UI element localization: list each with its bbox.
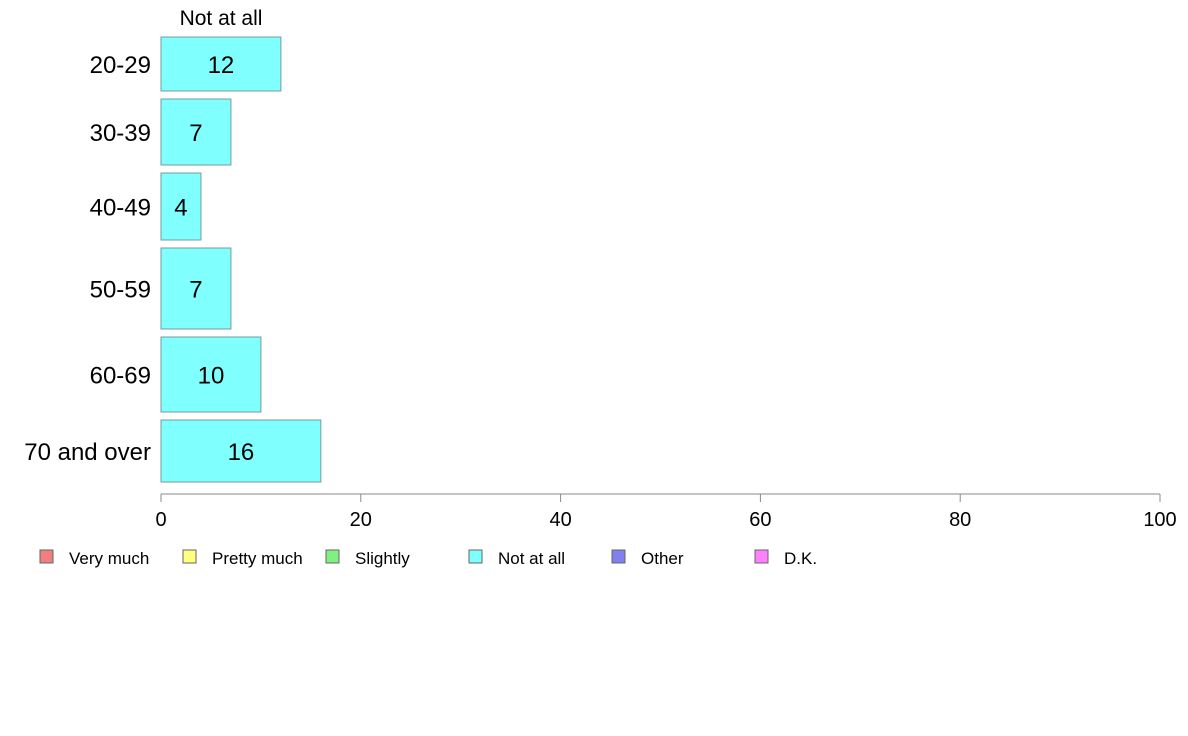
legend-label: Slightly [355,549,410,568]
x-axis: 0 20 40 60 80 100 [155,493,1177,531]
bars-group: 12 7 4 7 10 16 [160,36,322,483]
legend-item: Very much [39,549,149,568]
category-labels: 20-29 30-39 40-49 50-59 60-69 70 and over [24,52,151,466]
legend: Very much Pretty much Slightly Not at all Ot… [39,549,817,568]
bar-value-label: 7 [189,120,202,147]
x-tick-label: 20 [350,509,372,531]
bar-value-label: 10 [198,363,225,390]
legend-item: Other [611,549,684,568]
legend-swatch [325,549,340,564]
x-tick-label: 80 [949,509,971,531]
legend-swatch [611,549,626,564]
x-tick-label: 100 [1143,509,1176,531]
x-tick-label: 0 [155,509,166,531]
legend-item: Pretty much [182,549,303,568]
category-label: 40-49 [90,195,151,222]
legend-label: Not at all [498,549,565,568]
bar [160,36,282,92]
bar-value-label: 7 [189,277,202,304]
x-tick-label: 40 [549,509,571,531]
bar [160,336,262,413]
category-label: 60-69 [90,363,151,390]
legend-swatch [39,549,54,564]
bar [160,247,232,330]
bar-value-label: 4 [174,195,187,222]
bar-value-label: 12 [208,52,235,79]
bar [160,419,322,483]
legend-item: D.K. [754,549,817,568]
legend-label: Other [641,549,684,568]
legend-label: Very much [69,549,149,568]
legend-swatch [182,549,197,564]
category-label: 20-29 [90,52,151,79]
bar [160,172,202,241]
x-tick-label: 60 [749,509,771,531]
category-label: 30-39 [90,120,151,147]
bar-value-label: 16 [228,439,255,466]
legend-swatch [468,549,483,564]
legend-swatch [754,549,769,564]
legend-item: Not at all [468,549,565,568]
column-header: Not at all [180,7,263,30]
legend-item: Slightly [325,549,410,568]
bar [160,98,232,166]
category-label: 70 and over [24,439,151,466]
legend-label: D.K. [784,549,817,568]
column-header-label: Not at all [180,7,263,30]
legend-label: Pretty much [212,549,303,568]
category-label: 50-59 [90,277,151,304]
